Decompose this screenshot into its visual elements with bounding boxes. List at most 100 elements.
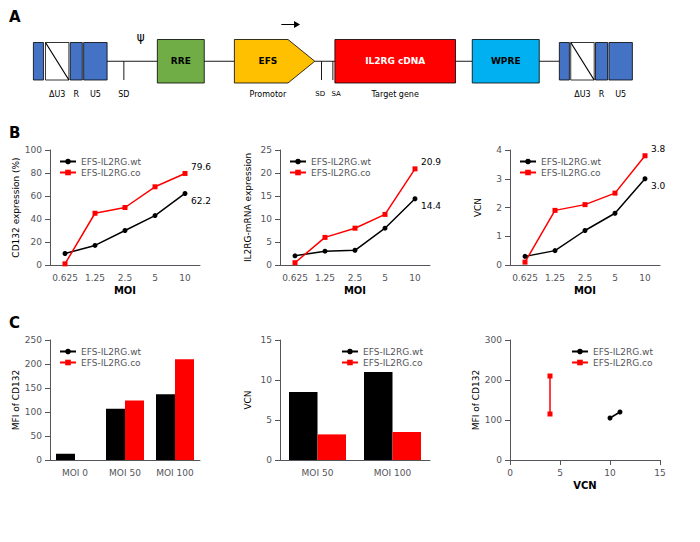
svg-text:80: 80 [31,168,43,178]
svg-text:3.0: 3.0 [651,181,666,191]
svg-text:200: 200 [25,359,42,369]
svg-text:5: 5 [266,237,272,247]
svg-text:MOI 0: MOI 0 [62,468,88,478]
svg-text:B: B [9,124,20,142]
svg-text:0: 0 [496,455,502,465]
svg-text:U5: U5 [615,90,626,99]
svg-text:1.25: 1.25 [545,273,565,283]
svg-text:VCN: VCN [243,390,253,409]
svg-text:2.5: 2.5 [348,273,362,283]
svg-text:1.25: 1.25 [85,273,105,283]
svg-text:MFI of CD132: MFI of CD132 [471,370,481,430]
svg-text:1: 1 [496,231,502,241]
svg-text:EFS-IL2RG.co: EFS-IL2RG.co [81,358,141,368]
svg-text:10: 10 [409,273,421,283]
svg-text:EFS-IL2RG.wt: EFS-IL2RG.wt [311,157,372,167]
svg-text:RRE: RRE [171,56,191,66]
svg-text:15: 15 [654,468,665,478]
svg-text:60: 60 [31,191,43,201]
svg-text:EFS-IL2RG.co: EFS-IL2RG.co [363,358,423,368]
svg-text:EFS-IL2RG.co: EFS-IL2RG.co [311,168,371,178]
svg-text:EFS-IL2RG.wt: EFS-IL2RG.wt [81,347,142,357]
svg-text:5: 5 [152,273,158,283]
svg-text:EFS-IL2RG.wt: EFS-IL2RG.wt [541,157,602,167]
svg-text:0.625: 0.625 [282,273,308,283]
svg-text:MOI: MOI [114,285,136,296]
svg-text:100: 100 [25,145,42,155]
svg-text:EFS-IL2RG.co: EFS-IL2RG.co [541,168,601,178]
svg-text:10: 10 [179,273,191,283]
svg-text:EFS-IL2RG.wt: EFS-IL2RG.wt [363,347,424,357]
svg-text:5: 5 [557,468,563,478]
svg-text:10: 10 [604,468,616,478]
svg-text:2.5: 2.5 [578,273,592,283]
svg-text:25: 25 [261,145,272,155]
svg-text:300: 300 [485,335,502,345]
svg-text:MOI 100: MOI 100 [374,468,412,478]
svg-text:0.625: 0.625 [512,273,538,283]
svg-text:Promotor: Promotor [250,90,287,99]
svg-text:20: 20 [31,237,43,247]
svg-text:ΔU3: ΔU3 [574,90,590,99]
svg-text:MFI of CD132: MFI of CD132 [11,370,21,430]
svg-text:0: 0 [507,468,513,478]
svg-text:R: R [599,90,605,99]
svg-text:40: 40 [31,214,43,224]
svg-text:A: A [9,8,21,26]
svg-text:0: 0 [36,455,42,465]
svg-text:R: R [73,90,79,99]
svg-text:150: 150 [25,383,42,393]
svg-text:100: 100 [25,407,42,417]
svg-text:VCN: VCN [573,480,596,491]
svg-text:0: 0 [496,260,502,270]
svg-text:1.25: 1.25 [315,273,335,283]
svg-text:0.625: 0.625 [52,273,78,283]
svg-text:EFS-IL2RG.wt: EFS-IL2RG.wt [593,347,654,357]
svg-text:SA: SA [332,90,342,98]
svg-text:IL2RG cDNA: IL2RG cDNA [365,56,425,66]
svg-text:U5: U5 [90,90,101,99]
svg-text:20.9: 20.9 [421,157,441,167]
svg-text:2: 2 [496,203,502,213]
svg-text:C: C [9,314,20,332]
svg-text:EFS-IL2RG.wt: EFS-IL2RG.wt [81,157,142,167]
svg-text:4: 4 [496,145,502,155]
svg-text:0: 0 [266,455,272,465]
svg-text:WPRE: WPRE [491,56,521,66]
svg-text:20: 20 [261,168,273,178]
svg-text:MOI 50: MOI 50 [109,468,141,478]
svg-text:MOI 50: MOI 50 [302,468,334,478]
svg-text:0: 0 [36,260,42,270]
svg-text:ψ: ψ [137,30,145,44]
svg-text:CD132 expression (%): CD132 expression (%) [11,157,21,257]
svg-text:ΔU3: ΔU3 [49,90,65,99]
svg-text:MOI 100: MOI 100 [156,468,194,478]
svg-text:3: 3 [496,174,502,184]
svg-text:VCN: VCN [473,198,483,217]
svg-text:0: 0 [266,260,272,270]
svg-text:2.5: 2.5 [118,273,132,283]
svg-text:3.8: 3.8 [651,144,666,154]
svg-text:SD: SD [118,90,129,99]
svg-text:10: 10 [639,273,651,283]
svg-text:EFS-IL2RG.co: EFS-IL2RG.co [593,358,653,368]
svg-text:50: 50 [31,431,43,441]
svg-text:14.4: 14.4 [421,201,441,211]
svg-text:5: 5 [382,273,388,283]
svg-text:MOI: MOI [344,285,366,296]
svg-text:MOI: MOI [574,285,596,296]
svg-text:EFS-IL2RG.co: EFS-IL2RG.co [81,168,141,178]
svg-text:10: 10 [261,214,273,224]
svg-text:5: 5 [612,273,618,283]
svg-text:62.2: 62.2 [191,196,211,206]
svg-text:5: 5 [266,415,272,425]
svg-text:250: 250 [25,335,42,345]
svg-text:200: 200 [485,375,502,385]
svg-text:15: 15 [261,335,272,345]
svg-text:SD: SD [315,90,325,98]
svg-text:EFS: EFS [259,56,278,66]
svg-text:Target gene: Target gene [371,90,419,99]
svg-text:15: 15 [261,191,272,201]
svg-text:IL2RG-mRNA expression: IL2RG-mRNA expression [243,153,253,262]
svg-text:79.6: 79.6 [191,162,211,172]
